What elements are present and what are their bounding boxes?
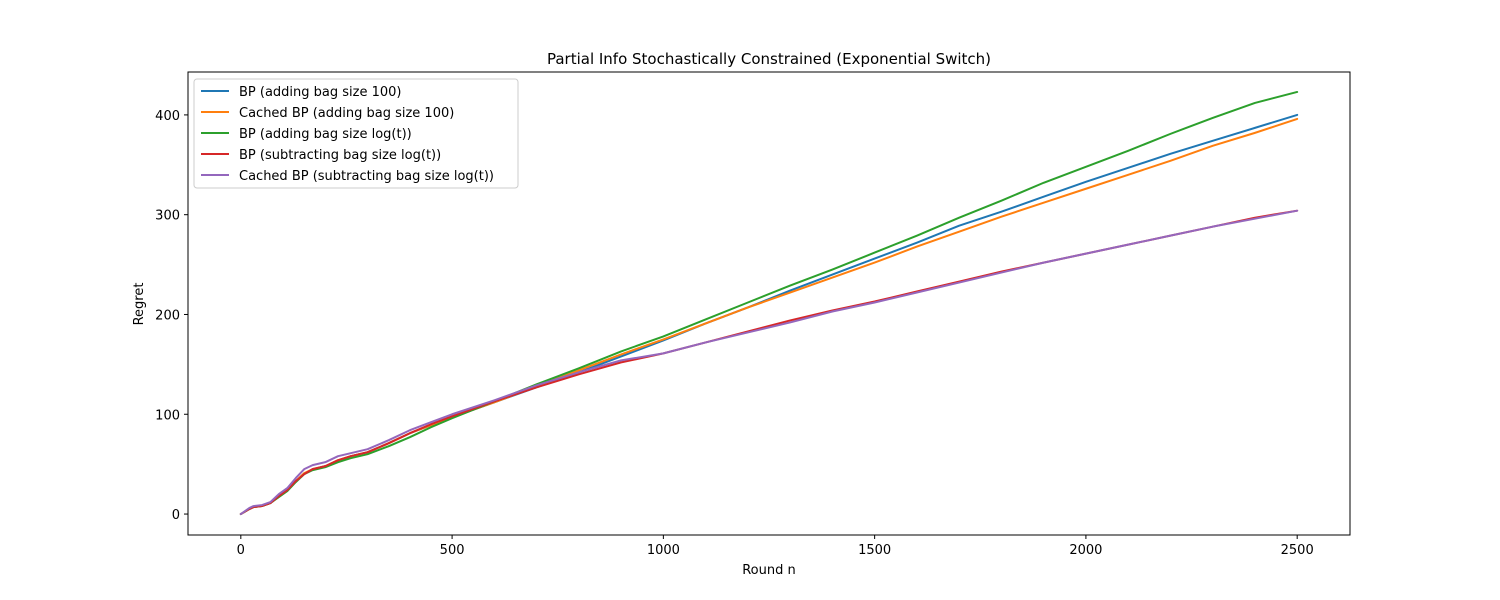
series-layer [239, 90, 1299, 516]
y-tick-label: 0 [172, 508, 180, 523]
x-tick-label: 2000 [1069, 543, 1102, 558]
x-axis-label: Round n [742, 563, 796, 578]
legend-label-4: BP (subtracting bag size log(t)) [239, 148, 441, 163]
y-axis-label: Regret [132, 283, 147, 326]
x-tick-label: 500 [440, 543, 465, 558]
y-tick-label: 200 [155, 308, 180, 323]
x-tick-label: 1500 [858, 543, 891, 558]
legend-label-5: Cached BP (subtracting bag size log(t)) [239, 169, 494, 184]
y-tick-label: 400 [155, 109, 180, 124]
y-axis: 0 100 200 300 400 [155, 109, 188, 523]
legend-label-3: BP (adding bag size log(t)) [239, 127, 412, 142]
chart-title: Partial Info Stochastically Constrained … [547, 50, 991, 68]
x-axis: 0 500 1000 1500 2000 2500 [237, 535, 1314, 558]
y-tick-label: 100 [155, 408, 180, 423]
legend-label-2: Cached BP (adding bag size 100) [239, 106, 454, 121]
plot-frame [187, 71, 1351, 536]
y-tick-label: 300 [155, 209, 180, 224]
legend: BP (adding bag size 100) Cached BP (addin… [193, 78, 519, 189]
series-line-4 [239, 209, 1299, 516]
series-line-5 [239, 209, 1299, 516]
legend-box [193, 78, 519, 189]
legend-label-1: BP (adding bag size 100) [239, 85, 402, 100]
x-tick-label: 2500 [1281, 543, 1314, 558]
x-tick-label: 1000 [647, 543, 680, 558]
x-tick-label: 0 [237, 543, 245, 558]
